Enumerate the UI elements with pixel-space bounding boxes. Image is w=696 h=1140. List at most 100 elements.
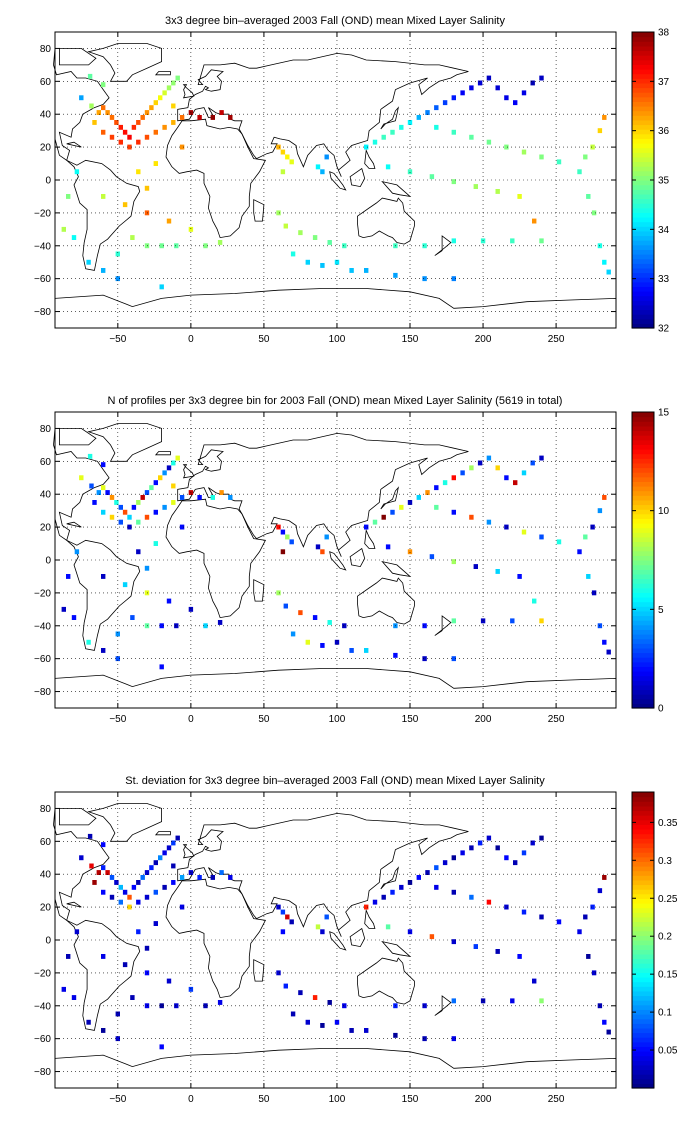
y-tick-label: −80: [34, 307, 51, 318]
data-cell: [197, 875, 202, 880]
data-cell: [158, 855, 163, 861]
data-cell: [477, 460, 483, 466]
x-axis-ticks: −50 0 50 100 150 200 250: [109, 32, 565, 345]
colorbar-segment: [632, 509, 654, 515]
x-tick-label: 50: [258, 714, 270, 725]
y-axis-ticks: −80 −60 −40 −20 0 20 40 60 80: [34, 424, 616, 698]
colorbar-segment: [632, 1018, 654, 1024]
data-cell: [79, 855, 84, 861]
data-cell: [174, 243, 179, 249]
data-cell: [364, 904, 369, 910]
data-cell: [96, 870, 101, 875]
data-cell: [399, 504, 404, 510]
data-cell: [334, 259, 340, 265]
colorbar-segment: [632, 949, 654, 955]
coastline-shape: [381, 180, 412, 198]
data-cell: [219, 110, 224, 115]
data-cell: [285, 534, 290, 540]
data-cell: [477, 80, 483, 86]
coastline-shape: [66, 901, 82, 908]
data-cell: [280, 169, 286, 175]
data-cell: [372, 899, 378, 905]
data-cell: [385, 924, 391, 930]
data-cell: [486, 455, 492, 461]
colorbar-segment: [632, 1064, 654, 1071]
y-tick-label: −40: [34, 1001, 51, 1012]
data-cell: [109, 495, 115, 500]
data-cell: [451, 475, 456, 481]
data-cell: [324, 534, 329, 540]
colorbar-segment: [632, 1037, 654, 1043]
data-cell: [591, 590, 597, 596]
colorbar-segment: [632, 870, 654, 876]
data-cell: [127, 144, 132, 150]
data-cell: [210, 495, 215, 500]
colorbar-tick-label: 34: [658, 225, 670, 236]
data-cell: [166, 465, 172, 471]
colorbar-segment: [632, 926, 654, 932]
data-cell: [217, 240, 223, 245]
x-tick-label: 200: [475, 334, 492, 345]
coastline-shape: [182, 84, 195, 99]
data-cell: [162, 470, 167, 476]
data-cell: [122, 202, 128, 208]
coastline-shape: [434, 235, 452, 256]
coastlines: [53, 423, 617, 709]
data-cell: [364, 524, 369, 530]
colorbar-tick-label: 35: [658, 176, 670, 187]
colorbar-segment: [632, 184, 654, 190]
data-cell: [109, 115, 115, 120]
data-cell: [451, 855, 456, 861]
data-cell: [289, 919, 294, 925]
data-cell: [131, 124, 137, 130]
data-cell: [109, 875, 115, 880]
colorbar-segment: [632, 912, 654, 918]
coastline-shape: [434, 615, 452, 636]
data-cell: [92, 880, 97, 885]
data-cell: [434, 504, 439, 510]
colorbar-tick-label: 10: [658, 506, 670, 517]
data-cell: [399, 884, 404, 890]
data-cell: [521, 529, 527, 535]
y-tick-label: −80: [34, 687, 51, 698]
colorbar-segment: [632, 597, 654, 603]
data-cell: [539, 618, 544, 624]
colorbar-segment: [632, 1051, 654, 1057]
y-axis-ticks: −80 −60 −40 −20 0 20 40 60 80: [34, 44, 616, 318]
y-tick-label: 60: [40, 837, 52, 848]
data-cell: [74, 169, 80, 175]
data-cell: [434, 124, 439, 130]
coastline-shape: [380, 486, 400, 510]
data-cell: [451, 1036, 456, 1042]
data-cell: [577, 169, 582, 175]
colorbar-segment: [632, 416, 654, 422]
colorbar-segment: [632, 36, 654, 42]
data-cell: [105, 490, 110, 495]
data-cell: [320, 1023, 325, 1028]
y-tick-label: −60: [34, 274, 51, 285]
colorbar-segment: [632, 495, 654, 501]
data-cell: [153, 129, 158, 135]
data-cell: [149, 865, 154, 871]
colorbar-segment: [632, 977, 654, 983]
coastline-shape: [329, 931, 347, 951]
data-cell: [74, 929, 80, 935]
data-cell: [583, 534, 588, 540]
data-cell: [166, 598, 172, 604]
data-cell: [393, 652, 398, 658]
data-cell: [162, 124, 167, 130]
colorbar-segment: [632, 421, 654, 427]
data-cell: [118, 519, 123, 525]
data-cell: [127, 904, 132, 910]
colorbar-segment: [632, 1032, 654, 1038]
data-cell: [349, 648, 354, 653]
data-cell: [283, 603, 288, 609]
data-cell: [118, 504, 123, 510]
colorbar-segment: [632, 838, 654, 844]
colorbar-segment: [632, 921, 654, 927]
coastline-shape: [349, 167, 366, 188]
colorbar-segment: [632, 829, 654, 835]
data-cell: [101, 865, 106, 871]
data-cell: [407, 169, 413, 175]
data-cell: [166, 845, 172, 851]
